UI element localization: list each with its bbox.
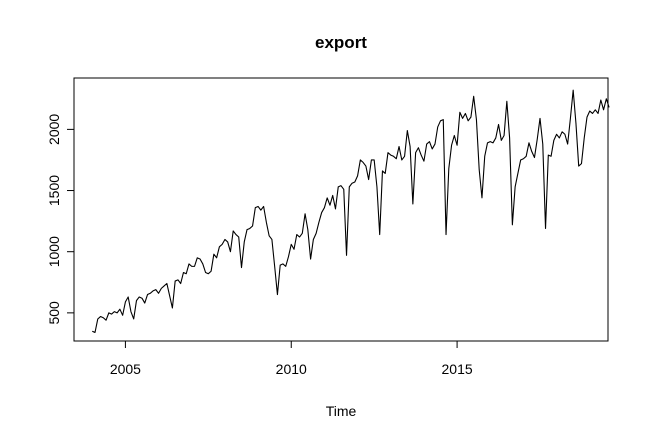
y-axis: 500 1000 1500 2000 [46, 114, 75, 325]
plot-area-border [73, 77, 609, 342]
x-tick-label: 2010 [276, 361, 307, 377]
x-tick-label: 2005 [110, 361, 141, 377]
x-axis-label: Time [326, 403, 357, 419]
chart-title: export [315, 33, 367, 52]
x-axis: 2005 2010 2015 [110, 340, 473, 377]
series-line [92, 89, 610, 333]
series-group [92, 89, 610, 333]
y-tick-label: 2000 [46, 114, 62, 145]
x-tick-label: 2015 [442, 361, 473, 377]
y-tick-label: 1500 [46, 175, 62, 206]
y-tick-label: 1000 [46, 236, 62, 267]
y-tick-label: 500 [46, 301, 62, 325]
